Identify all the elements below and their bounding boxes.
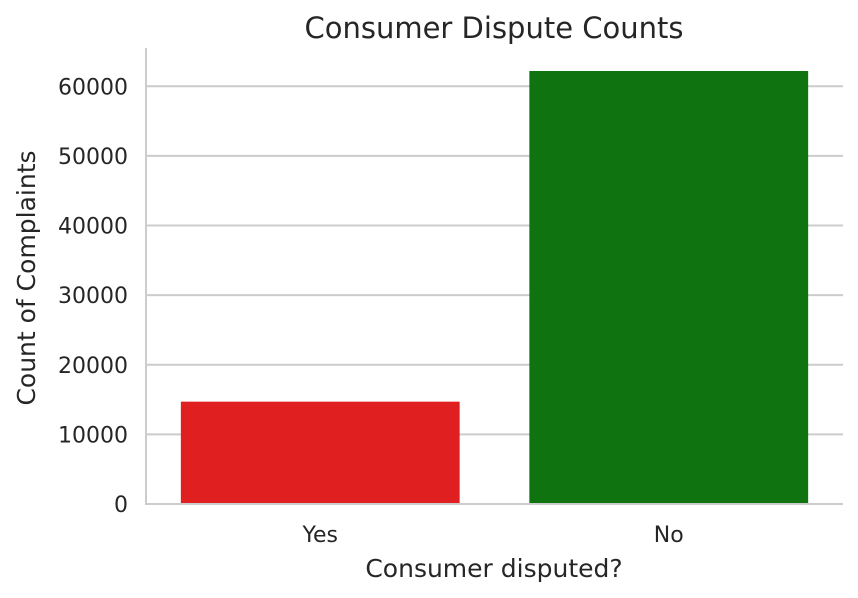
x-tick-label: Yes — [301, 523, 338, 548]
y-tick-labels: 0 10000 20000 30000 40000 50000 60000 — [58, 75, 128, 518]
axes — [145, 48, 843, 505]
y-tick-label: 50000 — [58, 145, 128, 170]
bar-no — [529, 70, 809, 504]
bar-yes — [180, 401, 460, 504]
y-axis-label: Count of Complaints — [12, 150, 41, 405]
y-tick-label: 20000 — [58, 354, 128, 379]
bars — [180, 70, 809, 504]
y-tick-label: 30000 — [58, 284, 128, 309]
x-tick-labels: Yes No — [301, 523, 683, 548]
y-tick-label: 10000 — [58, 423, 128, 448]
x-tick-label: No — [654, 523, 684, 548]
y-tick-label: 40000 — [58, 215, 128, 240]
y-tick-label: 60000 — [58, 75, 128, 100]
x-axis-label: Consumer disputed? — [365, 554, 622, 583]
chart-title: Consumer Dispute Counts — [304, 11, 683, 45]
y-tick-label: 0 — [114, 493, 128, 518]
